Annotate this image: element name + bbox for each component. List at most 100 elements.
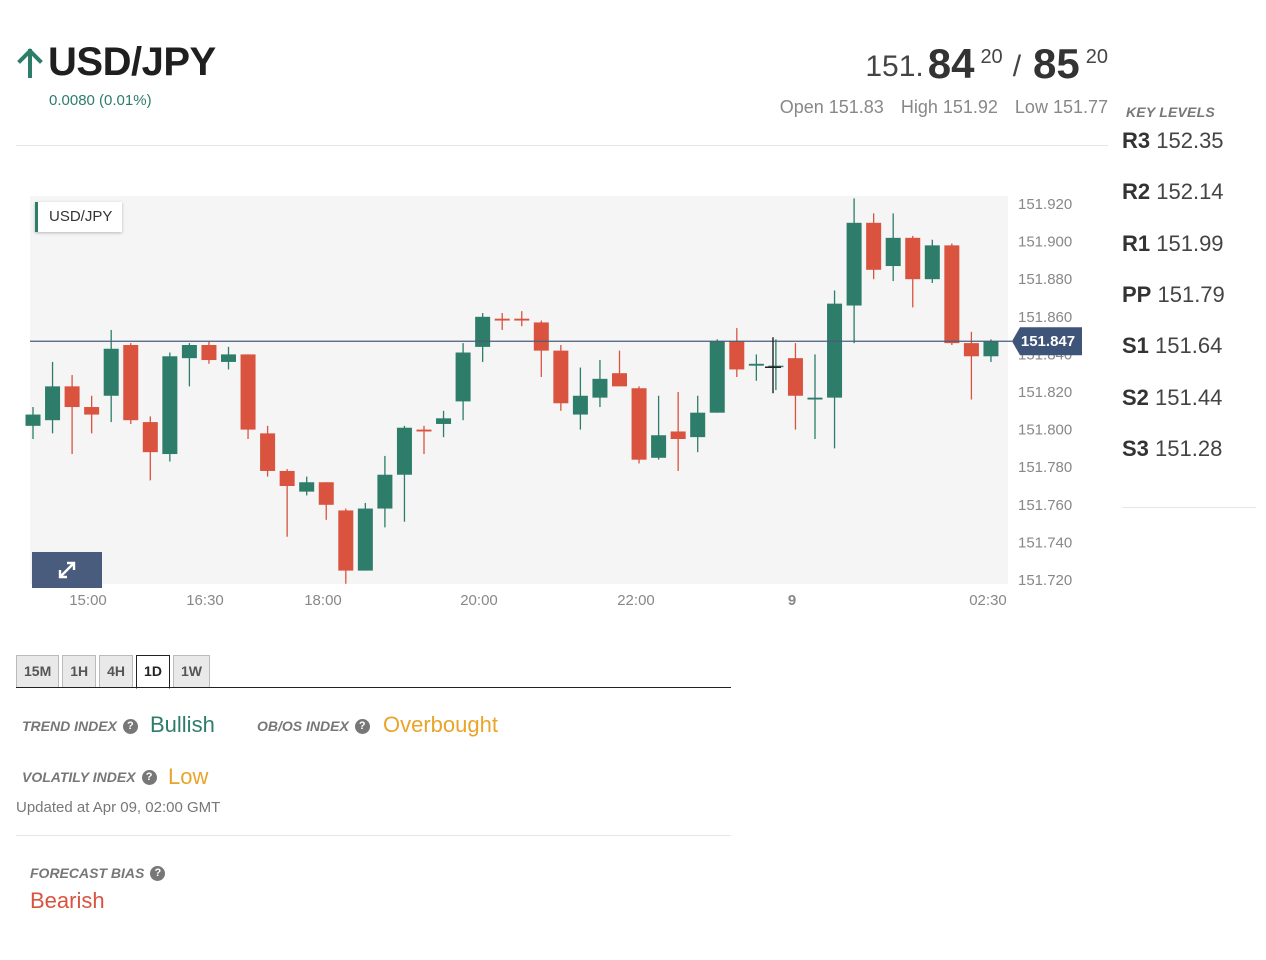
candle [533,320,549,377]
candle-body [357,508,373,571]
candle-body [181,345,197,359]
candle [572,367,588,430]
candle [553,345,569,411]
expand-chart-button[interactable] [32,552,102,588]
candle [123,343,139,424]
x-tick-label: 16:30 [186,592,224,609]
key-level-pp: PP 151.79 [1122,282,1225,308]
candle [670,392,686,471]
question-circle-icon[interactable]: ? [354,718,370,734]
candle-body [983,341,999,357]
tab-1w[interactable]: 1W [172,655,210,688]
chart-pair-tag: USD/JPY [35,202,123,232]
chart-plot-area [30,196,1008,584]
candle-body [64,386,80,408]
y-tick-label: 151.860 [1018,309,1072,326]
tab-1d[interactable]: 1D [136,655,170,689]
crosshair-cursor-icon [765,337,781,394]
timeframe-tabs: 15M 1H 4H 1D 1W [16,655,213,689]
candle [475,313,491,362]
key-level-value: 151.44 [1155,385,1223,410]
x-tick-label: 20:00 [460,592,498,609]
candle [338,508,354,584]
candle-body [318,482,334,505]
candle-body [84,407,100,415]
trend-index-label: TREND INDEX ? [22,718,138,734]
y-tick-label: 151.800 [1018,422,1072,439]
key-level-value: 151.28 [1155,436,1223,461]
candle [944,243,960,345]
candle [631,386,647,464]
tab-1h[interactable]: 1H [62,655,97,688]
bid-base: 151. [865,50,924,83]
key-level-value: 152.35 [1156,128,1224,153]
current-price-group: 151.847 [30,327,1082,394]
pair-name: USD/JPY [48,40,216,84]
candle-body [455,352,471,402]
candle-body [533,322,549,351]
candle-body [787,358,803,396]
candle [612,350,627,387]
bid-fraction: 20 [980,46,1003,68]
obos-index-text: OB/OS INDEX [257,718,349,734]
tab-4h[interactable]: 4H [99,655,134,688]
candle [396,425,412,522]
key-levels-panel: KEY LEVELS R3 152.35 R2 152.14 R1 151.99… [1122,104,1256,508]
price-chart[interactable]: 151.920151.900151.880151.860151.840151.8… [0,180,1110,620]
candle [45,361,61,434]
forecast-bias-value: Bearish [30,888,105,913]
candle [201,341,217,364]
tab-15m[interactable]: 15M [16,655,60,688]
question-circle-icon[interactable]: ? [150,865,166,881]
candle [162,352,178,462]
candle-body [885,237,901,267]
low-value: Low 151.77 [1014,97,1108,117]
candle-body [768,365,784,368]
y-tick-label: 151.760 [1018,497,1072,514]
candle-body [944,245,960,344]
bid-ask-quote: 151. 84 20 / 85 20 [865,40,1108,88]
key-level-r1: R1 151.99 [1122,231,1224,257]
candle [651,395,667,460]
candle-body [866,222,882,270]
candle [592,360,608,408]
candle [240,354,256,439]
candle [142,416,158,481]
tabs-underline [16,687,731,688]
question-circle-icon[interactable]: ? [122,718,138,734]
candle [709,339,725,413]
candle [963,331,979,400]
key-level-r2: R2 152.14 [1122,179,1224,205]
current-price-label: 151.847 [1021,333,1075,350]
key-level-s3: S3 151.28 [1122,436,1222,462]
y-tick-label: 151.720 [1018,572,1072,589]
updated-timestamp: Updated at Apr 09, 02:00 GMT [16,799,221,816]
candle-body [377,474,393,509]
candle [827,290,843,449]
candlestick-chart[interactable]: 151.920151.900151.880151.860151.840151.8… [0,180,1110,620]
candle [885,213,901,282]
candle-body [572,395,588,415]
candle-body [338,510,354,571]
candle-body [729,341,745,370]
question-circle-icon[interactable]: ? [141,769,157,785]
bid-pips: 84 [927,40,975,87]
candle [983,339,999,362]
candle-body [709,341,725,413]
candle [377,455,393,528]
key-level-name: S1 [1122,333,1149,358]
candles-group [25,198,999,584]
candle [807,354,823,439]
candle [103,329,119,423]
key-level-value: 151.64 [1155,333,1223,358]
key-level-value: 151.79 [1157,282,1225,307]
candle [924,239,940,283]
expand-icon [58,561,76,579]
candle-body [963,343,979,357]
obos-index-label: OB/OS INDEX ? [257,718,370,734]
candle-body [45,386,61,421]
price-change: 0.0080 (0.01%) [49,92,152,109]
obos-index-value: Overbought [383,712,498,737]
key-level-r3: R3 152.35 [1122,128,1224,154]
y-tick-label: 151.880 [1018,271,1072,288]
